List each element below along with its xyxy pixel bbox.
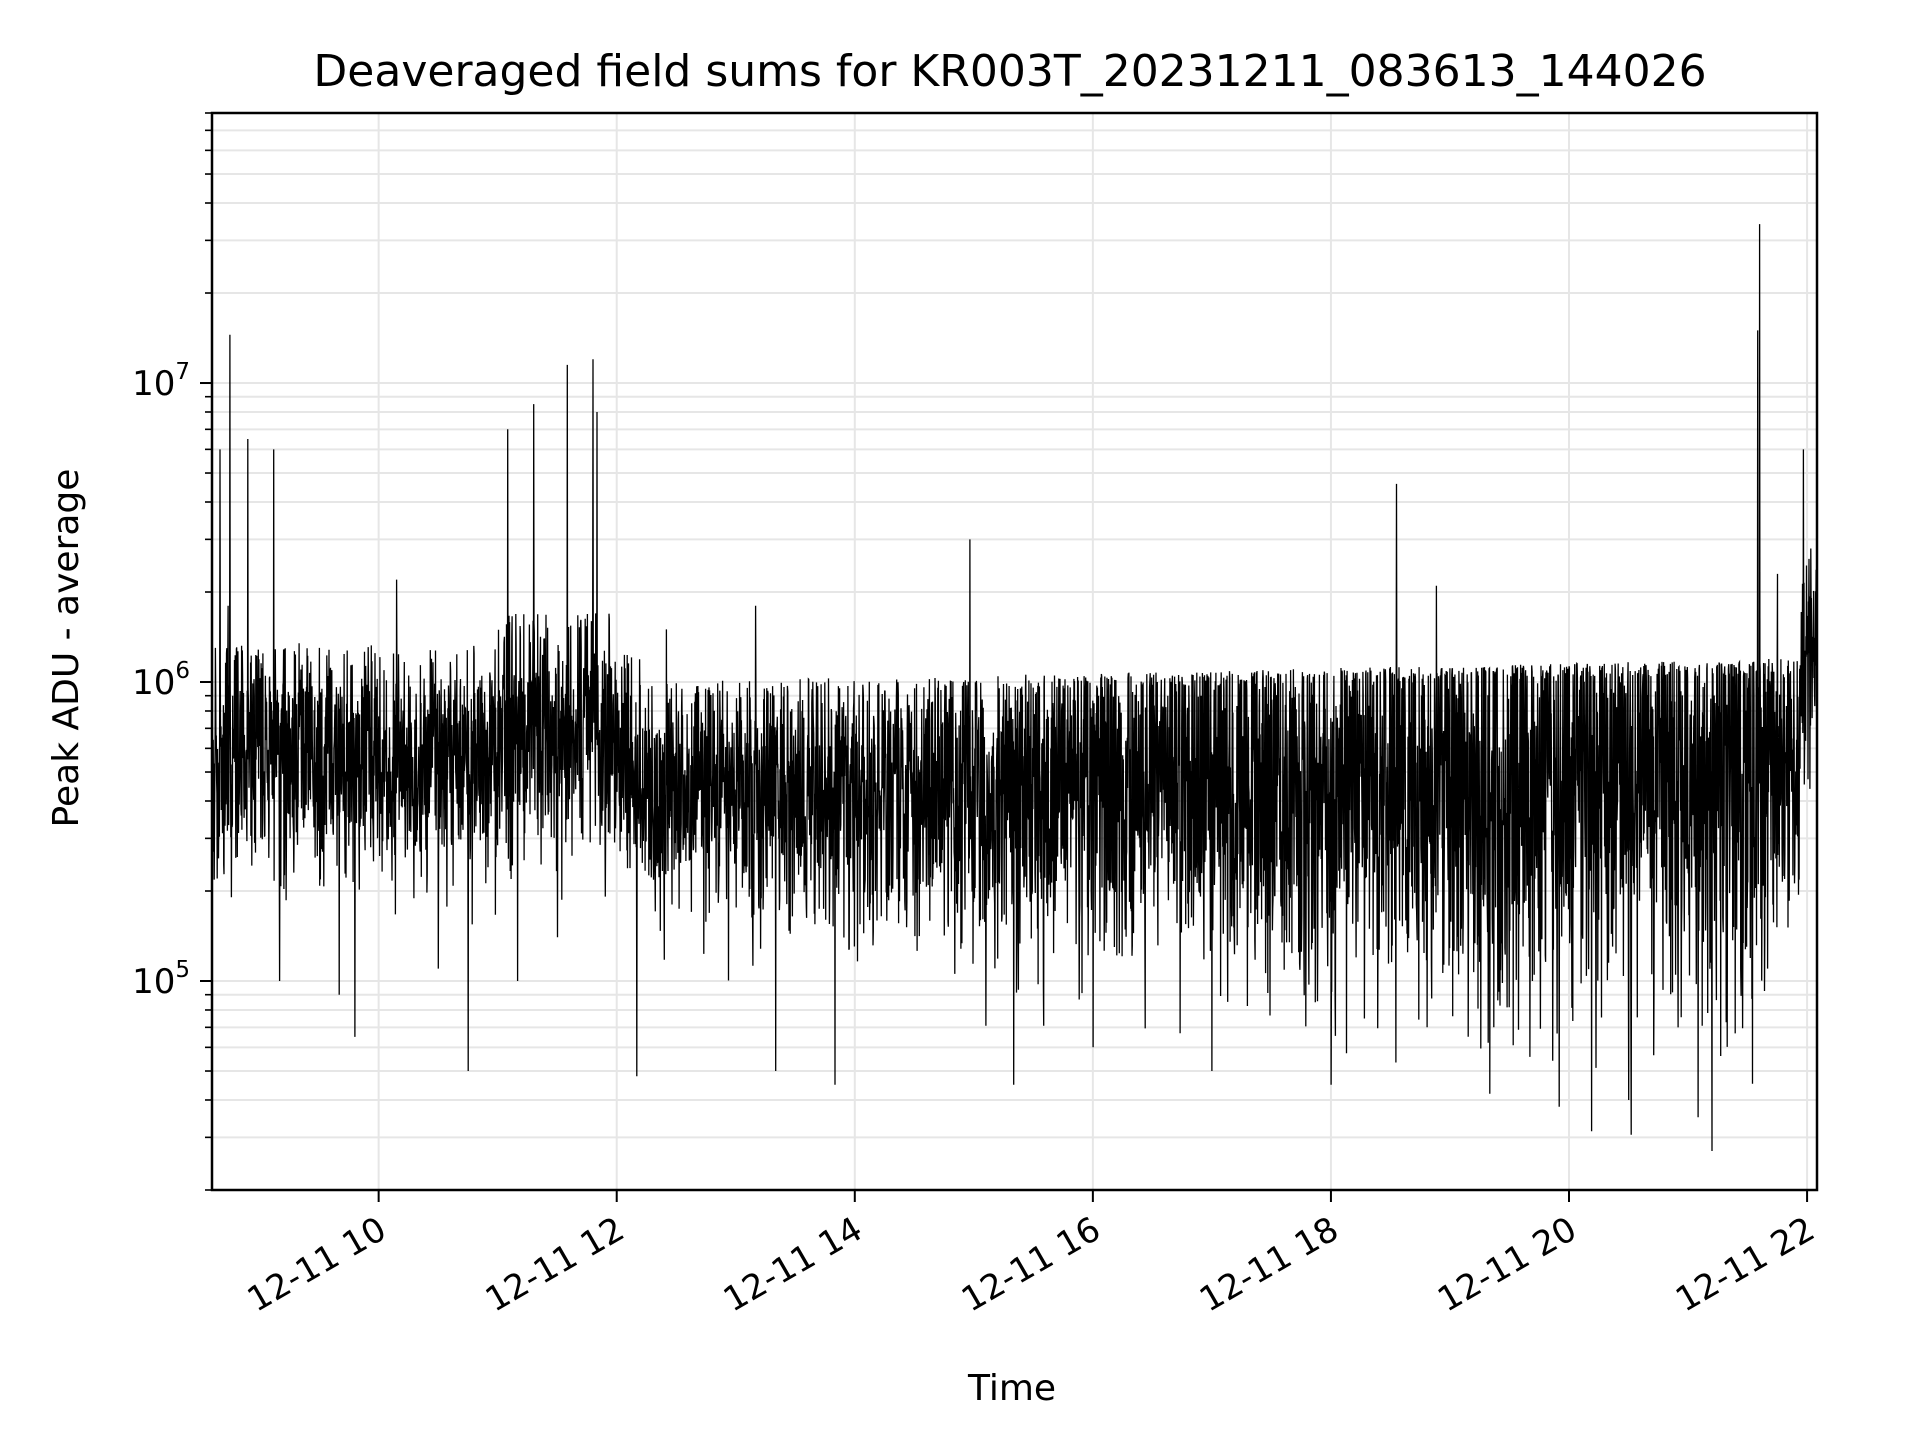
y-axis-label: Peak ADU - average	[46, 469, 87, 828]
plot-frame	[210, 111, 1819, 1192]
x-tick-label: 12-11 20	[1431, 1209, 1583, 1320]
y-tick-label: 106	[132, 658, 190, 703]
x-tick-label: 12-11 12	[479, 1209, 631, 1320]
x-tick-label: 12-11 22	[1669, 1209, 1821, 1320]
x-axis-label: Time	[967, 1368, 1056, 1409]
series	[211, 168, 1818, 1152]
y-tick-label: 105	[132, 957, 190, 1002]
y-axis: 105 106 107	[132, 112, 212, 1191]
chart-title: Deaveraged field sums for KR003T_2023121…	[313, 46, 1706, 97]
x-tick-label: 12-11 16	[955, 1209, 1107, 1320]
x-axis: 12-11 10 12-11 12 12-11 14 12-11 16 12-11 18…	[241, 1190, 1822, 1320]
x-tick-label: 12-11 10	[241, 1209, 393, 1320]
y-tick-label: 107	[132, 359, 190, 404]
series-line	[211, 168, 1818, 1152]
x-tick-label: 12-11 18	[1193, 1209, 1345, 1320]
grid	[212, 112, 1817, 1191]
x-tick-label: 12-11 14	[717, 1209, 869, 1320]
